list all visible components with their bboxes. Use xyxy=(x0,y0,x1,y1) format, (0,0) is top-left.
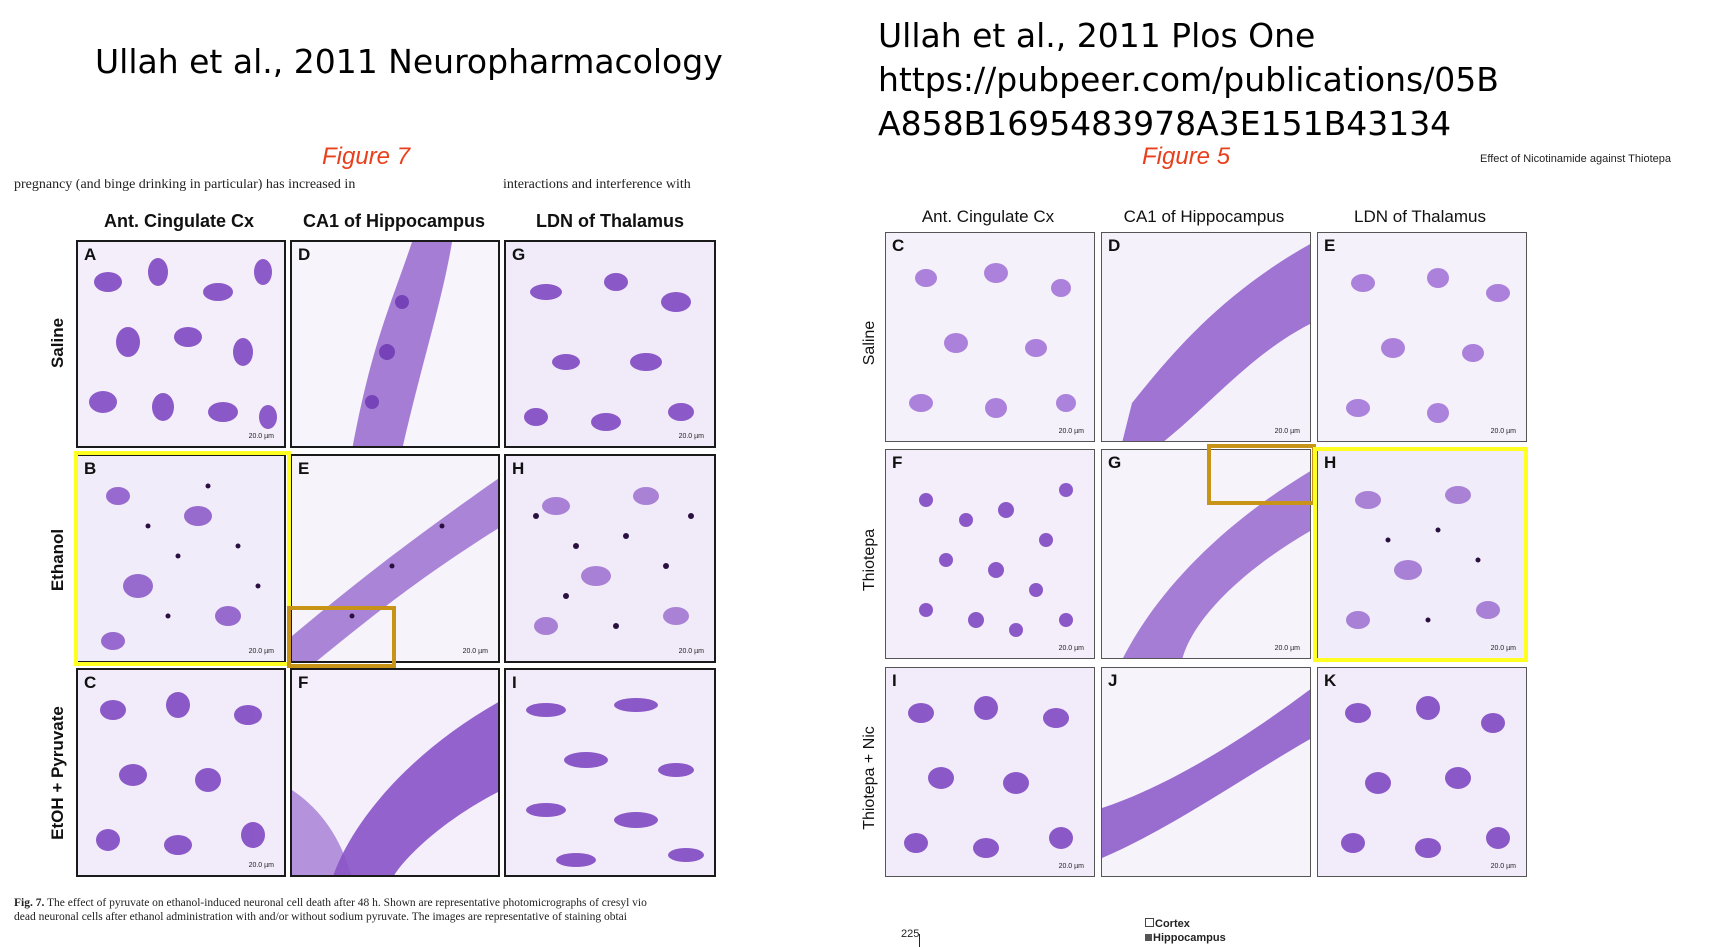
left-row-label-pyruvate: EtOH + Pyruvate xyxy=(48,706,67,840)
left-col-head-ca1: CA1 of Hippocampus xyxy=(302,211,485,231)
panel-letter: E xyxy=(1324,236,1336,255)
scale-bar: 20.0 µm xyxy=(1058,428,1084,435)
scale-bar: 20.0 µm xyxy=(248,862,274,869)
highlight-orange-box-left xyxy=(287,606,396,668)
right-running-head: Effect of Nicotinamide against Thiotepa xyxy=(1480,153,1671,165)
highlight-yellow-box-right xyxy=(1313,447,1528,662)
left-col-head-cingulate: Ant. Cingulate Cx xyxy=(103,211,254,231)
highlight-orange-box-right xyxy=(1207,444,1316,505)
scale-bar: 20.0 µm xyxy=(248,648,274,655)
micrograph-panel-H: H 20.0 µm xyxy=(504,454,716,663)
left-row-label-saline: Saline xyxy=(48,317,67,369)
scale-bar: 20.0 µm xyxy=(1058,645,1084,652)
right-col-head-ca1: CA1 of Hippocampus xyxy=(1123,207,1285,226)
right-col-head-cingulate: Ant. Cingulate Cx xyxy=(921,207,1055,226)
right-row-label-saline: Saline xyxy=(861,320,878,366)
panel-letter: J xyxy=(1108,671,1118,690)
micrograph-panel-F: F xyxy=(290,668,500,877)
right-source-title: Ullah et al., 2011 Plos One xyxy=(878,16,1316,55)
scale-bar: 20.0 µm xyxy=(462,648,488,655)
panel-letter: D xyxy=(1108,236,1121,255)
scale-bar: 20.0 µm xyxy=(1490,645,1516,652)
right-axis-line xyxy=(919,934,920,947)
micrograph-panel-A: A 20.0 µm xyxy=(76,240,286,448)
right-col-head-ldn: LDN of Thalamus xyxy=(1354,207,1486,226)
scale-bar: 20.0 µm xyxy=(1490,863,1516,870)
legend-item-hippocampus: Hippocampus xyxy=(1145,932,1226,944)
panel-letter: F xyxy=(298,673,309,692)
panel-letter: H xyxy=(512,459,525,478)
micrograph-panel-J: J xyxy=(1101,667,1311,877)
scale-bar: 20.0 µm xyxy=(1274,645,1300,652)
panel-letter: B xyxy=(84,459,97,478)
legend-item-cortex: Cortex xyxy=(1145,918,1190,930)
left-source-title: Ullah et al., 2011 Neuropharmacology xyxy=(95,42,723,81)
scale-bar: 20.0 µm xyxy=(1274,428,1300,435)
legend-swatch xyxy=(1145,934,1152,941)
right-source-url-line1: https://pubpeer.com/publications/05B xyxy=(878,60,1499,99)
right-axis-tick: 225 xyxy=(901,928,920,940)
panel-letter: K xyxy=(1324,671,1337,690)
panel-letter: E xyxy=(298,459,310,478)
panel-letter: C xyxy=(892,236,905,255)
panel-letter: H xyxy=(1324,453,1337,472)
right-row-label-thiotepa: Thiotepa xyxy=(861,528,878,592)
panel-letter: I xyxy=(892,671,897,690)
scale-bar: 20.0 µm xyxy=(248,433,274,440)
panel-letter: D xyxy=(298,245,311,264)
left-caption-line2: dead neuronal cells after ethanol admini… xyxy=(14,911,627,923)
left-col-head-ldn: LDN of Thalamus xyxy=(535,211,684,231)
left-top-text-b: interactions and interference with xyxy=(503,179,691,192)
right-source-url-line2: A858B1695483978A3E151B43134 xyxy=(878,104,1452,143)
right-row-label-thiotepa-nic: Thiotepa + Nic xyxy=(861,726,878,830)
micrograph-panel-C: C 20.0 µm xyxy=(76,668,286,877)
micrograph-panel-G: G 20.0 µm xyxy=(504,240,716,448)
left-top-text-a: pregnancy (and binge drinking in particu… xyxy=(14,179,356,192)
micrograph-panel-D: D xyxy=(290,240,500,448)
panel-letter: I xyxy=(512,673,517,692)
scale-bar: 20.0 µm xyxy=(678,433,704,440)
micrograph-panel-G: G 20.0 µm xyxy=(1101,449,1311,659)
panel-letter: C xyxy=(84,673,97,692)
legend-label: Hippocampus xyxy=(1153,932,1226,944)
micrograph-panel-I: I xyxy=(504,668,716,877)
panel-letter: A xyxy=(84,245,97,264)
panel-letter: G xyxy=(1108,453,1122,472)
micrograph-panel-I: I 20.0 µm xyxy=(885,667,1095,877)
micrograph-panel-K: K 20.0 µm xyxy=(1317,667,1527,877)
panel-letter: G xyxy=(512,245,526,264)
micrograph-panel-C: C 20.0 µm xyxy=(885,232,1095,442)
left-caption-text-1: The effect of pyruvate on ethanol-induce… xyxy=(47,897,647,909)
micrograph-panel-H: H 20.0 µm xyxy=(1317,449,1527,659)
right-figure-label: Figure 5 xyxy=(1142,143,1231,170)
highlight-yellow-box-left xyxy=(74,451,291,666)
left-caption-line1: Fig. 7. The effect of pyruvate on ethano… xyxy=(14,897,744,909)
left-figure-label: Figure 7 xyxy=(322,143,411,170)
scale-bar: 20.0 µm xyxy=(1058,863,1084,870)
legend-swatch xyxy=(1145,918,1154,927)
left-row-label-ethanol: Ethanol xyxy=(48,528,67,592)
left-caption-label: Fig. 7. xyxy=(14,897,45,909)
legend-label: Cortex xyxy=(1155,918,1190,930)
scale-bar: 20.0 µm xyxy=(1490,428,1516,435)
micrograph-panel-D: D 20.0 µm xyxy=(1101,232,1311,442)
panel-letter: F xyxy=(892,453,903,472)
micrograph-panel-F: F 20.0 µm xyxy=(885,449,1095,659)
micrograph-panel-E: E 20.0 µm xyxy=(1317,232,1527,442)
scale-bar: 20.0 µm xyxy=(678,648,704,655)
